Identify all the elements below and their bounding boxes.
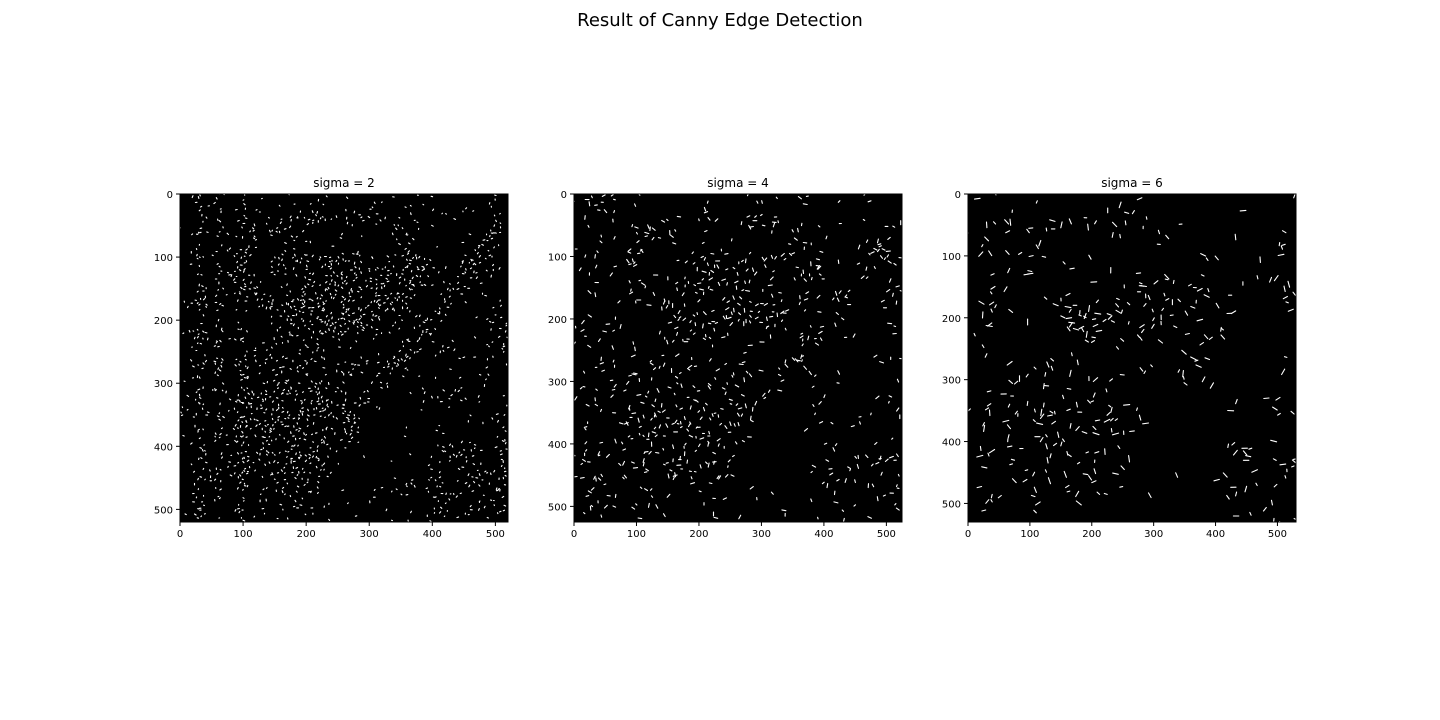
- x-tick-label: 400: [1206, 529, 1225, 540]
- edge-pixels: [965, 191, 1303, 526]
- edge-image: [968, 194, 1296, 522]
- subplot-title: sigma = 2: [313, 176, 375, 190]
- x-tick-label: 500: [1268, 529, 1287, 540]
- subplot-2: sigma = 4 0 100 200 300 400 500 0 100 200 300 400 50…: [548, 176, 905, 540]
- edge-image: [574, 194, 902, 522]
- y-tick-label: 0: [561, 190, 567, 201]
- edge-image: [180, 194, 508, 522]
- x-tick-label: 100: [1020, 529, 1039, 540]
- x-tick-label: 500: [486, 529, 505, 540]
- subplot-title: sigma = 6: [1101, 176, 1163, 190]
- x-tick-label: 200: [689, 529, 708, 540]
- y-tick-label: 400: [548, 440, 567, 451]
- x-tick-label: 0: [571, 529, 577, 540]
- y-tick-label: 500: [942, 499, 961, 510]
- axes-frame: [967, 193, 1297, 523]
- y-tick-label: 300: [942, 376, 961, 387]
- y-tick-label: 200: [942, 314, 961, 325]
- y-tick-label: 200: [154, 316, 173, 327]
- x-tick-label: 100: [234, 529, 253, 540]
- subplot-1: sigma = 2 0 100 200 300 400 500 0 100 200 300 400 50…: [154, 176, 509, 540]
- y-tick-label: 100: [154, 253, 173, 264]
- x-tick-label: 400: [423, 529, 442, 540]
- y-tick-label: 400: [942, 438, 961, 449]
- y-tick-label: 0: [167, 190, 173, 201]
- x-tick-label: 0: [965, 529, 971, 540]
- x-tick-label: 200: [1082, 529, 1101, 540]
- y-tick-label: 500: [548, 502, 567, 513]
- x-tick-label: 200: [297, 529, 316, 540]
- subplot-3: sigma = 6 0 100 200 300 400 500 0 100 200 300 400 50…: [942, 176, 1303, 540]
- y-tick-label: 400: [154, 442, 173, 453]
- axes-frame: [179, 193, 509, 523]
- y-tick-label: 200: [548, 315, 567, 326]
- x-tick-label: 0: [177, 529, 183, 540]
- x-tick-label: 500: [877, 529, 896, 540]
- y-tick-label: 500: [154, 505, 173, 516]
- subplot-title: sigma = 4: [707, 176, 769, 190]
- y-tick-label: 0: [955, 190, 961, 201]
- x-tick-label: 100: [627, 529, 646, 540]
- x-tick-label: 300: [1144, 529, 1163, 540]
- edge-pixels: [570, 192, 905, 522]
- x-tick-label: 400: [814, 529, 833, 540]
- x-tick-label: 300: [752, 529, 771, 540]
- figure-title: Result of Canny Edge Detection: [577, 10, 863, 31]
- axes-frame: [573, 193, 903, 523]
- y-tick-label: 100: [548, 252, 567, 263]
- y-tick-label: 100: [942, 252, 961, 263]
- y-tick-label: 300: [548, 377, 567, 388]
- edge-pixels: [178, 193, 509, 523]
- x-tick-label: 300: [360, 529, 379, 540]
- y-tick-label: 300: [154, 379, 173, 390]
